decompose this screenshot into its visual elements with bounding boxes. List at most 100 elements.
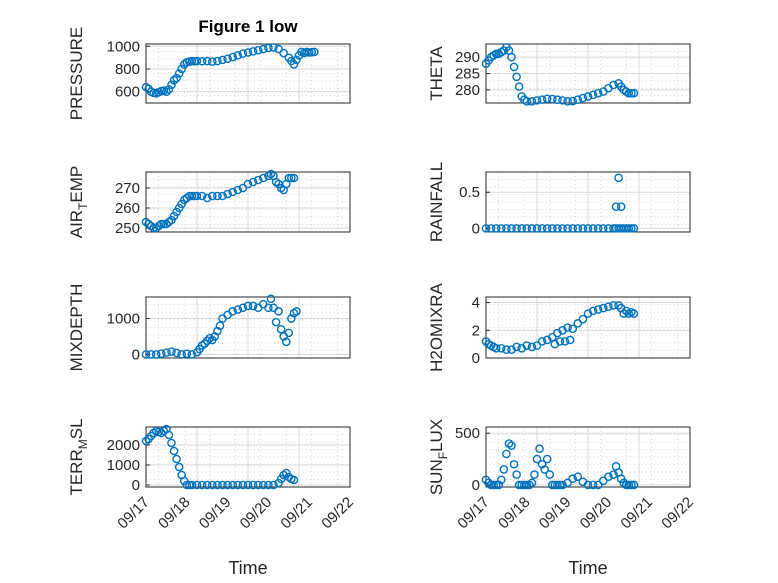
data-point bbox=[149, 223, 158, 233]
data-point bbox=[512, 224, 521, 233]
data-point bbox=[253, 45, 263, 55]
x-tick-label: 09/19 bbox=[536, 494, 575, 533]
data-point bbox=[174, 69, 184, 78]
data-point bbox=[599, 303, 608, 313]
data-point bbox=[202, 480, 212, 490]
data-point bbox=[548, 224, 557, 233]
subplot-air-temp: 270 260 250 AIRTEMP bbox=[67, 166, 351, 239]
data-point bbox=[563, 478, 572, 488]
y-tick-label: 600 bbox=[115, 84, 140, 101]
data-point bbox=[578, 93, 588, 103]
data-point bbox=[218, 55, 227, 65]
x-tick-label: 09/22 bbox=[318, 494, 357, 533]
data-point bbox=[504, 439, 514, 448]
data-point bbox=[281, 337, 291, 347]
axes-border bbox=[145, 426, 351, 488]
data-point bbox=[271, 177, 281, 187]
data-point bbox=[627, 88, 636, 98]
data-point bbox=[588, 90, 598, 100]
data-point bbox=[258, 480, 268, 490]
y-tick-label: 270 bbox=[115, 180, 140, 197]
data-point bbox=[218, 480, 227, 490]
data-point bbox=[583, 480, 593, 490]
data-point bbox=[287, 173, 296, 183]
data-point bbox=[519, 480, 529, 490]
data-point bbox=[264, 303, 273, 313]
data-point bbox=[629, 480, 639, 490]
y-axis-label: AIRTEMP bbox=[67, 166, 90, 239]
data-point bbox=[172, 348, 181, 358]
x-tick-label: 09/21 bbox=[617, 494, 656, 533]
data-point bbox=[187, 350, 197, 359]
data-point bbox=[532, 224, 542, 233]
data-point bbox=[207, 191, 217, 201]
data-point bbox=[172, 73, 181, 83]
data-point bbox=[289, 60, 299, 69]
data-point bbox=[202, 193, 212, 203]
y-tick-label: 0.5 bbox=[459, 184, 480, 201]
data-point bbox=[527, 342, 537, 352]
data-point bbox=[264, 43, 273, 53]
data-point bbox=[146, 350, 156, 359]
data-point bbox=[248, 177, 258, 187]
data-point bbox=[243, 480, 253, 490]
data-point bbox=[507, 52, 516, 62]
data-point bbox=[629, 224, 639, 233]
data-point bbox=[530, 470, 539, 479]
data-point bbox=[164, 217, 174, 227]
y-tick-label: 250 bbox=[115, 220, 140, 237]
data-point bbox=[269, 480, 278, 490]
data-point bbox=[499, 465, 509, 474]
data-point bbox=[537, 95, 547, 105]
data-point bbox=[141, 436, 151, 446]
data-point bbox=[542, 224, 552, 233]
data-point bbox=[604, 472, 613, 481]
data-point bbox=[614, 301, 623, 310]
data-point bbox=[491, 480, 501, 490]
data-point bbox=[578, 314, 588, 324]
data-point bbox=[553, 95, 562, 105]
data-point bbox=[494, 480, 504, 490]
data-point bbox=[627, 224, 636, 233]
data-point bbox=[568, 96, 578, 106]
x-tick-label: 09/17 bbox=[114, 494, 153, 533]
data-point bbox=[542, 94, 552, 104]
data-point bbox=[274, 307, 283, 316]
data-point bbox=[292, 55, 301, 65]
data-point bbox=[162, 87, 171, 96]
data-point bbox=[532, 341, 542, 350]
data-point bbox=[164, 430, 174, 440]
data-point bbox=[558, 96, 567, 105]
y-tick-label: 0 bbox=[472, 477, 480, 494]
data-point bbox=[629, 88, 639, 98]
y-tick-label: 0 bbox=[472, 350, 480, 367]
data-point bbox=[213, 480, 222, 490]
y-tick-label: 4 bbox=[472, 295, 480, 312]
data-point bbox=[491, 224, 501, 233]
data-point bbox=[588, 480, 598, 490]
data-point bbox=[548, 94, 557, 104]
data-point bbox=[481, 337, 491, 346]
data-point bbox=[522, 97, 532, 106]
data-point bbox=[532, 454, 542, 464]
data-point bbox=[243, 301, 253, 311]
data-point bbox=[553, 224, 562, 233]
axes-border bbox=[485, 296, 691, 359]
data-point bbox=[491, 49, 501, 59]
data-point bbox=[491, 343, 501, 353]
data-point bbox=[512, 470, 521, 479]
data-point bbox=[141, 350, 151, 359]
y-axis-label: PRESSURE bbox=[67, 27, 86, 121]
data-point bbox=[614, 173, 623, 183]
data-point bbox=[223, 54, 232, 64]
x-tick-label: 09/17 bbox=[454, 494, 493, 533]
data-point bbox=[215, 321, 225, 331]
data-point bbox=[276, 324, 286, 334]
data-point bbox=[537, 337, 547, 346]
axes-border bbox=[145, 171, 351, 233]
data-point bbox=[522, 224, 532, 233]
data-point bbox=[568, 224, 578, 233]
data-point bbox=[624, 224, 634, 233]
data-point bbox=[588, 224, 598, 233]
